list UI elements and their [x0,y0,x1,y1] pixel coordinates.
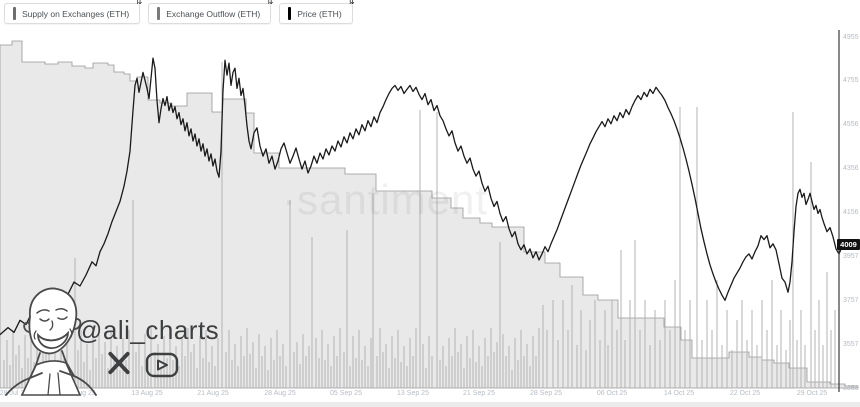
x-tick-label: 06 Oct 25 [596,390,628,397]
x-twitter-icon [108,351,130,375]
x-tick-label: 28 Sep 25 [530,390,562,397]
x-tick-label: 13 Sep 25 [397,390,429,397]
legend-color-bar [288,7,292,20]
outflow-spikes-series [3,62,840,388]
youtube-icon [145,352,179,378]
y-tick-label: 3358 [843,384,859,392]
legend-label: Supply on Exchanges (ETH) [22,8,130,19]
avatar-sketch [5,287,97,396]
author-handle: @ali_charts [76,315,220,345]
legend-chip-supply[interactable]: Supply on Exchanges (ETH) ⇅ [4,0,143,24]
y-tick-label: 4356 [843,165,859,173]
legend-label: Price (ETH) [297,8,342,19]
sort-arrows-icon[interactable]: ⇅ [135,0,143,6]
sort-arrows-icon[interactable]: ⇅ [347,0,355,6]
supply-area-series [0,40,859,389]
x-tick-label: 29 Oct 25 [796,390,828,397]
y-tick-label: 4955 [843,33,859,41]
timeline-scrollbar[interactable] [0,402,860,407]
y-tick-label: 4156 [843,209,859,217]
legend-label: Exchange Outflow (ETH) [166,8,261,19]
legend: Supply on Exchanges (ETH) ⇅ Exchange Out… [4,0,355,24]
legend-chip-outflow[interactable]: Exchange Outflow (ETH) ⇅ [148,0,274,24]
legend-chip-price[interactable]: Price (ETH) ⇅ [279,0,355,24]
y-tick-label: 4755 [843,77,859,85]
x-tick-label: 21 Sep 25 [463,390,495,397]
y-tick-label: 3557 [843,340,859,348]
sort-arrows-icon[interactable]: ⇅ [266,0,274,6]
x-tick-label: 28 Jul 25 [0,390,29,397]
x-tick-label: 21 Aug 25 [197,390,229,397]
y-tick-label: 3757 [843,296,859,304]
x-tick-label: 14 Oct 25 [663,390,695,397]
x-tick-label: 05 Sep 25 [330,390,362,397]
y-tick-label: 3957 [843,252,859,260]
x-tick-label: 13 Aug 25 [131,390,163,397]
legend-color-bar [157,7,161,20]
last-price-badge: 4009 [837,239,860,251]
price-line-series [0,57,846,336]
x-tick-label: 28 Aug 25 [264,390,296,397]
y-tick-label: 4556 [843,121,859,129]
legend-color-bar [13,7,16,20]
x-tick-label: 22 Oct 25 [729,390,761,397]
